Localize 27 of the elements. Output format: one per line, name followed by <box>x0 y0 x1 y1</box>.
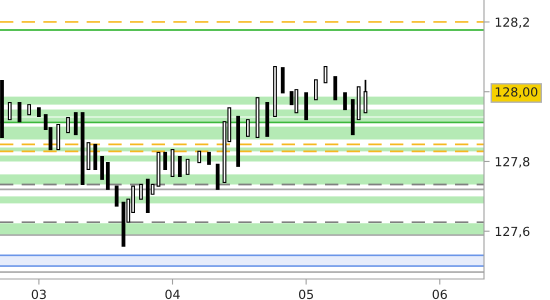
y-tick-label: 127,6 <box>496 226 530 238</box>
candlestick <box>324 66 328 84</box>
candlestick <box>18 102 22 122</box>
candlestick <box>333 76 338 100</box>
candlestick <box>364 79 368 114</box>
x-tick-label: 03 <box>32 290 46 300</box>
candlestick <box>178 156 182 178</box>
candlestick <box>27 104 32 116</box>
candlestick <box>100 156 104 180</box>
candlestick <box>66 116 70 134</box>
x-tick-label: 06 <box>432 290 447 300</box>
candlestick <box>114 186 119 207</box>
candlestick <box>74 112 78 136</box>
y-tick-label: 127,8 <box>496 156 530 168</box>
x-tick-label: 05 <box>299 290 313 300</box>
candlestick <box>139 184 143 200</box>
candlestick <box>163 152 168 170</box>
y-tick-label: 128,00 <box>496 87 538 98</box>
candlestick <box>8 102 12 120</box>
candlestick <box>207 152 211 165</box>
x-tick-label: 04 <box>165 290 180 300</box>
candlestick <box>314 79 318 100</box>
candlestick <box>343 92 347 110</box>
candlestick <box>246 119 250 137</box>
y-tick-label: 128,2 <box>496 17 529 28</box>
candlestick <box>197 150 202 164</box>
candlestick <box>186 158 190 175</box>
